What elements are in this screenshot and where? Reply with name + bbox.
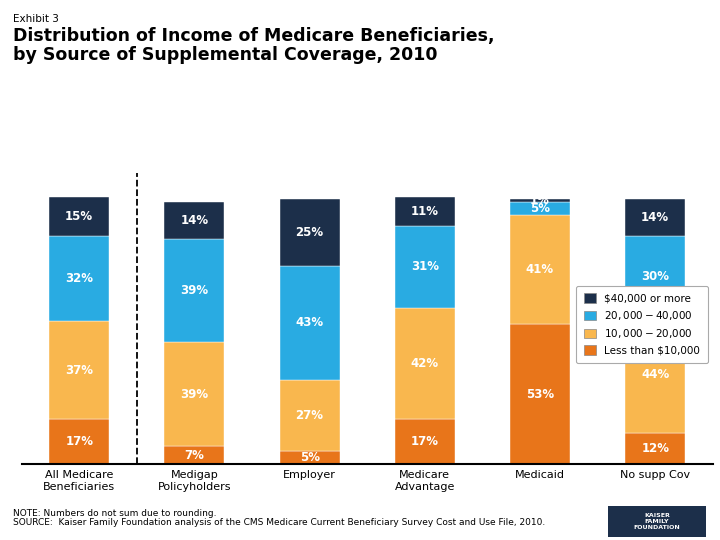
Text: KAISER
FAMILY
FOUNDATION: KAISER FAMILY FOUNDATION <box>634 513 680 530</box>
Bar <box>510 215 570 324</box>
Bar <box>279 266 340 380</box>
Bar <box>164 342 225 446</box>
Text: 1%: 1% <box>530 194 550 207</box>
Bar <box>625 199 685 237</box>
Bar <box>49 321 109 420</box>
Text: 41%: 41% <box>526 263 554 276</box>
Text: 5%: 5% <box>300 451 320 464</box>
Bar <box>395 420 455 464</box>
Text: 12%: 12% <box>642 442 669 455</box>
Text: 53%: 53% <box>526 388 554 401</box>
Text: Exhibit 3: Exhibit 3 <box>13 14 59 24</box>
Bar <box>279 451 340 464</box>
Text: 39%: 39% <box>180 388 209 401</box>
Bar <box>625 237 685 316</box>
Text: 17%: 17% <box>411 435 438 448</box>
Text: NOTE: Numbers do not sum due to rounding.: NOTE: Numbers do not sum due to rounding… <box>13 509 217 518</box>
Text: 43%: 43% <box>295 316 324 329</box>
Text: 37%: 37% <box>66 364 93 377</box>
Bar <box>164 446 225 464</box>
Text: 32%: 32% <box>66 272 93 285</box>
Legend: $40,000 or more, $20,000-$40,000, $10,000-$20,000, Less than $10,000: $40,000 or more, $20,000-$40,000, $10,00… <box>576 286 708 363</box>
Bar <box>510 199 570 202</box>
Text: Distribution of Income of Medicare Beneficiaries,: Distribution of Income of Medicare Benef… <box>13 27 495 45</box>
Text: 5%: 5% <box>530 202 550 215</box>
Text: 17%: 17% <box>66 435 93 448</box>
Text: 15%: 15% <box>65 210 94 223</box>
Bar <box>164 239 225 342</box>
Bar <box>49 420 109 464</box>
Text: by Source of Supplemental Coverage, 2010: by Source of Supplemental Coverage, 2010 <box>13 46 438 64</box>
Bar <box>510 324 570 464</box>
Text: 14%: 14% <box>180 214 209 227</box>
Text: 30%: 30% <box>642 269 669 282</box>
Text: 42%: 42% <box>410 357 439 370</box>
Bar <box>625 433 685 464</box>
Text: 25%: 25% <box>295 226 324 239</box>
Bar <box>279 380 340 451</box>
Bar <box>510 202 570 215</box>
Text: 27%: 27% <box>296 409 323 422</box>
Text: SOURCE:  Kaiser Family Foundation analysis of the CMS Medicare Current Beneficia: SOURCE: Kaiser Family Foundation analysi… <box>13 518 545 528</box>
Text: 31%: 31% <box>411 260 438 273</box>
Bar <box>49 237 109 321</box>
Bar <box>279 199 340 266</box>
Bar <box>164 202 225 239</box>
Text: 11%: 11% <box>411 205 438 218</box>
Text: 39%: 39% <box>180 284 209 297</box>
Text: 44%: 44% <box>641 368 670 381</box>
Text: 7%: 7% <box>184 449 204 462</box>
Bar <box>395 308 455 420</box>
Text: 14%: 14% <box>641 211 670 224</box>
Bar <box>395 197 455 226</box>
Bar <box>49 197 109 237</box>
Bar <box>395 226 455 308</box>
Bar <box>625 316 685 433</box>
